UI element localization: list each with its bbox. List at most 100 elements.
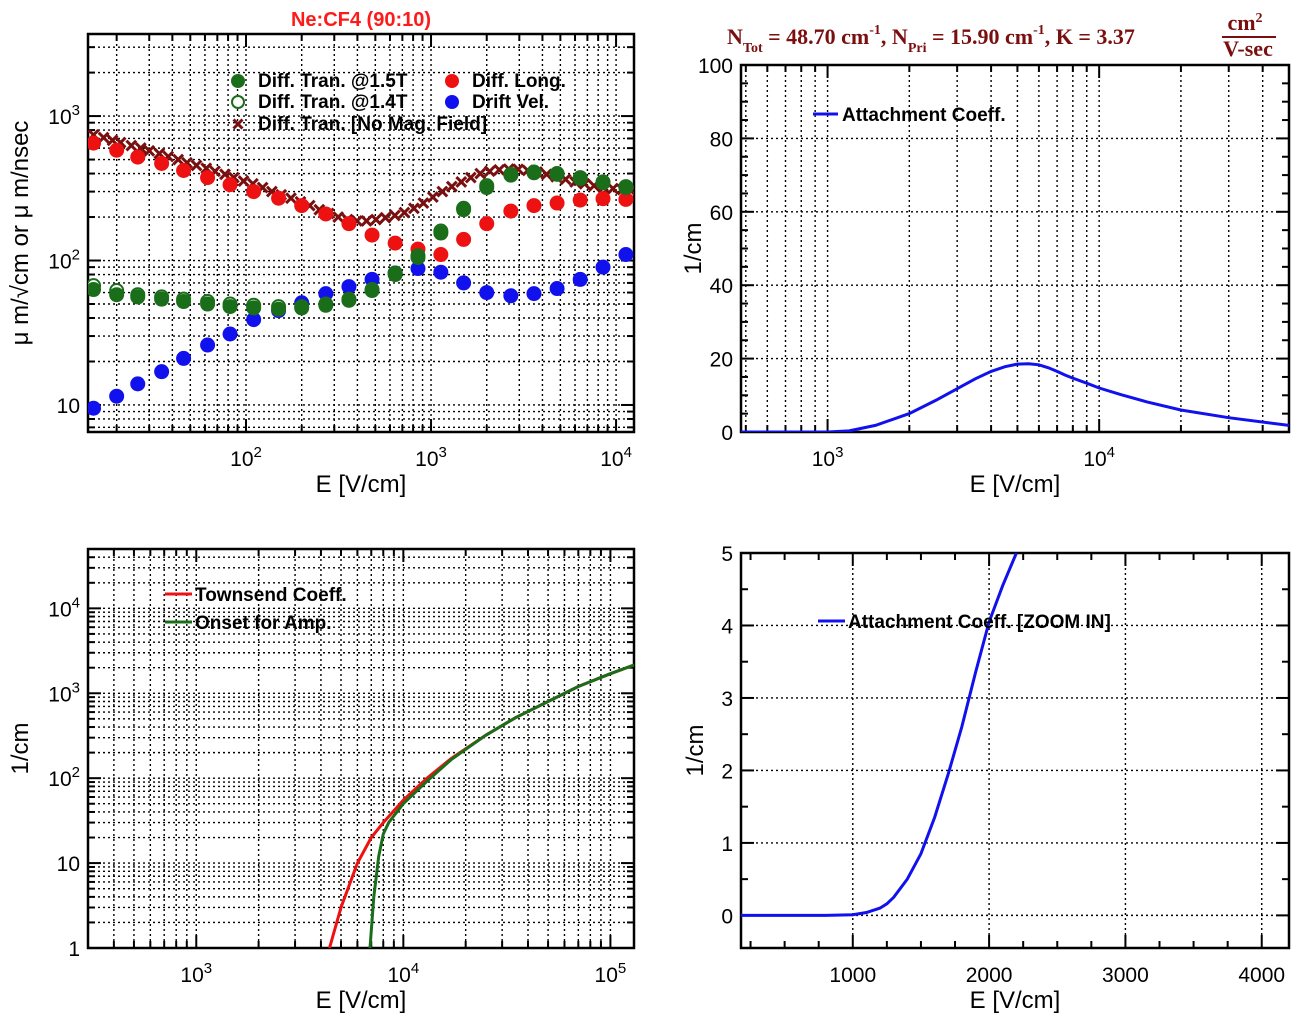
y-tick-label: 102 (48, 247, 80, 274)
data-point (125, 139, 138, 152)
data-point (445, 180, 458, 193)
data-point (388, 209, 401, 222)
data-point (379, 211, 392, 224)
data-point (154, 291, 170, 307)
data-point (433, 247, 449, 263)
tick-base: 10 (180, 964, 203, 987)
y-tick-label: 80 (710, 128, 733, 151)
data-point (130, 376, 146, 392)
tick-base: 10 (48, 251, 71, 274)
data-point (618, 247, 634, 263)
data-point (595, 191, 611, 207)
data-point (318, 286, 334, 302)
data-point (341, 279, 357, 295)
data-point (618, 191, 634, 207)
plot-frame (86, 32, 636, 434)
data-point (540, 168, 553, 181)
legend-marker (231, 74, 245, 88)
y-axis-title: μ m/√cm or μ m/nsec (7, 121, 34, 346)
data-point (370, 213, 382, 226)
tick-base: 10 (387, 964, 410, 987)
unit-denominator: V-sec (1223, 36, 1273, 61)
data-point (387, 267, 403, 283)
x-tick-label: 4000 (1238, 964, 1285, 987)
tick-exponent: 5 (618, 960, 626, 977)
legend: Attachment Coeff. [ZOOM IN] (818, 612, 1111, 633)
y-tick-label: 103 (48, 102, 80, 129)
tick-exponent: 3 (72, 679, 80, 696)
data-point (572, 271, 588, 287)
data-point (364, 227, 380, 243)
y-tick-label: 5 (721, 543, 733, 566)
y-tick-label: 100 (698, 55, 733, 78)
data-point (172, 153, 185, 166)
y-tick-label: 0 (721, 905, 733, 928)
title-part: = 15.90 cm (926, 24, 1033, 49)
x-tick-label: 103 (180, 960, 212, 987)
title-part: -1 (869, 23, 881, 38)
data-point (294, 300, 310, 316)
data-point (479, 285, 495, 301)
tick-base: 10 (230, 448, 253, 471)
data-point (595, 175, 611, 191)
legend: Townsend Coeff. Onset for Amp. (165, 585, 347, 634)
tick-base: 10 (48, 106, 71, 129)
legend-marker (445, 74, 459, 88)
data-point (130, 149, 146, 165)
data-point (455, 175, 468, 188)
data-point (503, 203, 519, 219)
x-tick-label: 104 (1083, 444, 1115, 471)
tick-exponent: 2 (72, 764, 80, 781)
data-point (176, 350, 192, 366)
series-line-townsend-coeff (328, 663, 634, 948)
tick-base: 10 (48, 683, 71, 706)
title-part: , K = 3.37 (1045, 24, 1135, 49)
y-tick-label: 10 (57, 853, 80, 876)
unit-numerator: cm2 (1227, 10, 1262, 35)
data-point (436, 185, 449, 198)
x-axis-title: E [V/cm] (970, 987, 1061, 1014)
x-tick-label: 3000 (1102, 964, 1149, 987)
tick-exponent: 3 (835, 444, 843, 461)
data-point (426, 191, 439, 204)
title-part: = 48.70 cm (763, 24, 870, 49)
legend-label: Drift Vel. (472, 92, 549, 113)
title-part: , N (881, 24, 908, 49)
data-point (456, 231, 472, 247)
x-tick-label: 102 (230, 444, 262, 471)
data-point (474, 167, 487, 180)
title-part: Pri (908, 41, 927, 56)
data-point (154, 364, 170, 380)
plot-frame (86, 547, 636, 950)
legend-label: Diff. Tran. @1.4T (258, 92, 408, 113)
data-point (410, 261, 426, 277)
data-point (88, 282, 102, 298)
data-point (285, 192, 297, 205)
data-point (109, 142, 125, 158)
data-point (332, 211, 345, 223)
data-point (176, 294, 192, 310)
data-point (143, 144, 156, 157)
data-point (360, 214, 373, 227)
y-axis-title: 1/cm (682, 724, 709, 776)
data-point (479, 216, 495, 232)
data-point (572, 192, 588, 208)
y-tick-label: 0 (721, 422, 733, 445)
x-tick-label: 2000 (966, 964, 1013, 987)
tick-exponent: 4 (72, 594, 80, 611)
legend-marker (232, 118, 244, 130)
y-tick-label: 20 (710, 349, 733, 372)
plot-title: Ne:CF4 (90:10) (291, 9, 431, 31)
data-point (364, 283, 380, 299)
data-point (200, 337, 216, 353)
data-point (479, 180, 495, 196)
data-point (526, 198, 542, 214)
tick-base: 10 (48, 768, 71, 791)
data-point (341, 292, 357, 308)
data-point (200, 170, 216, 186)
x-tick-label: 104 (387, 960, 419, 987)
data-point (88, 135, 102, 151)
x-axis-title: E [V/cm] (970, 471, 1061, 498)
